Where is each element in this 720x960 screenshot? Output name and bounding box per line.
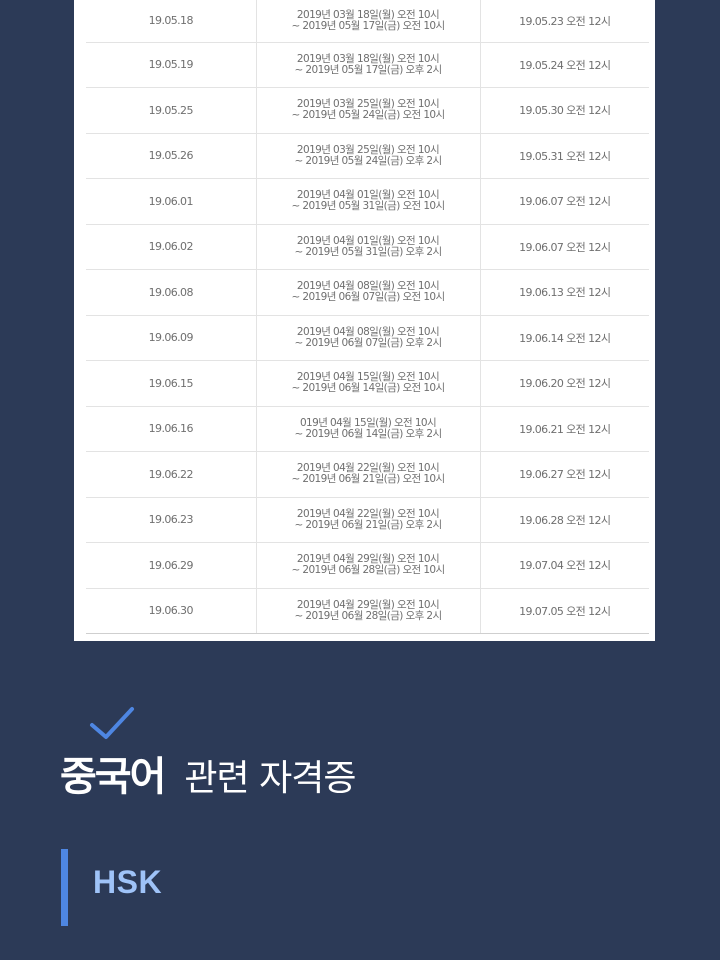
registration-period-cell: 2019년 04월 08일(월) 오전 10시 ~ 2019년 06월 07일(…: [255, 269, 481, 316]
period-end: ~ 2019년 05월 24일(금) 오전 10시: [291, 109, 445, 122]
subsection-title: HSK: [93, 864, 163, 900]
registration-period-cell: 2019년 04월 01일(월) 오전 10시 ~ 2019년 05월 31일(…: [255, 224, 481, 270]
registration-period-cell: 2019년 03월 25일(월) 오전 10시 ~ 2019년 05월 24일(…: [255, 133, 481, 179]
test-date-cell: 19.06.01: [86, 178, 256, 225]
result-date-cell: 19.05.31 오전 12시: [480, 133, 649, 179]
period-start: 2019년 03월 25일(월) 오전 10시: [296, 143, 440, 156]
test-date-cell: 19.06.15: [86, 360, 256, 407]
period-start: 2019년 04월 29일(월) 오전 10시: [296, 553, 440, 566]
test-date-cell: 19.06.16: [86, 406, 256, 452]
period-end: ~ 2019년 06월 28일(금) 오후 2시: [294, 609, 442, 622]
registration-period-cell: 2019년 04월 08일(월) 오전 10시 ~ 2019년 06월 07일(…: [255, 315, 481, 361]
period-end: ~ 2019년 06월 07일(금) 오전 10시: [291, 291, 445, 304]
table-row: 19.05.25 2019년 03월 25일(월) 오전 10시 ~ 2019년…: [86, 87, 649, 134]
table-row: 19.06.09 2019년 04월 08일(월) 오전 10시 ~ 2019년…: [86, 315, 649, 361]
period-end: ~ 2019년 05월 31일(금) 오후 2시: [294, 245, 442, 258]
registration-period-cell: 2019년 04월 22일(월) 오전 10시 ~ 2019년 06월 21일(…: [255, 451, 481, 498]
result-date-cell: 19.06.20 오전 12시: [480, 360, 649, 407]
table-row: 19.06.29 2019년 04월 29일(월) 오전 10시 ~ 2019년…: [86, 542, 649, 589]
period-start: 2019년 03월 18일(월) 오전 10시: [296, 8, 440, 21]
registration-period-cell: 2019년 04월 15일(월) 오전 10시 ~ 2019년 06월 14일(…: [255, 360, 481, 407]
result-date-cell: 19.06.21 오전 12시: [480, 406, 649, 452]
result-date-cell: 19.06.07 오전 12시: [480, 178, 649, 225]
test-date-cell: 19.06.08: [86, 269, 256, 316]
test-date-cell: 19.05.25: [86, 87, 256, 134]
period-start: 2019년 04월 08일(월) 오전 10시: [296, 280, 440, 293]
period-start: 2019년 04월 22일(월) 오전 10시: [296, 462, 440, 475]
result-date-cell: 19.07.04 오전 12시: [480, 542, 649, 589]
result-date-cell: 19.06.07 오전 12시: [480, 224, 649, 270]
result-date-cell: 19.06.27 오전 12시: [480, 451, 649, 498]
schedule-table-body: 19.05.18 2019년 03월 18일(월) 오전 10시 ~ 2019년…: [86, 0, 649, 634]
test-date-cell: 19.06.02: [86, 224, 256, 270]
registration-period-cell: 2019년 03월 25일(월) 오전 10시 ~ 2019년 05월 24일(…: [255, 87, 481, 134]
schedule-table-card: 19.05.18 2019년 03월 18일(월) 오전 10시 ~ 2019년…: [74, 0, 655, 641]
result-date-cell: 19.06.14 오전 12시: [480, 315, 649, 361]
test-date-cell: 19.06.22: [86, 451, 256, 498]
accent-bar: [61, 849, 68, 926]
test-date-cell: 19.06.30: [86, 588, 256, 634]
test-date-cell: 19.06.09: [86, 315, 256, 361]
table-row: 19.05.19 2019년 03월 18일(월) 오전 10시 ~ 2019년…: [86, 42, 649, 88]
test-date-cell: 19.05.26: [86, 133, 256, 179]
table-row: 19.06.22 2019년 04월 22일(월) 오전 10시 ~ 2019년…: [86, 451, 649, 498]
period-end: ~ 2019년 05월 31일(금) 오전 10시: [291, 200, 445, 213]
period-end: ~ 2019년 05월 24일(금) 오후 2시: [294, 154, 442, 167]
period-end: ~ 2019년 06월 28일(금) 오전 10시: [291, 564, 445, 577]
test-date-cell: 19.05.18: [86, 0, 256, 43]
result-date-cell: 19.06.13 오전 12시: [480, 269, 649, 316]
period-end: ~ 2019년 06월 14일(금) 오후 2시: [294, 427, 442, 440]
period-end: ~ 2019년 06월 21일(금) 오전 10시: [291, 473, 445, 486]
table-row: 19.06.08 2019년 04월 08일(월) 오전 10시 ~ 2019년…: [86, 269, 649, 316]
period-start: 2019년 04월 01일(월) 오전 10시: [296, 234, 440, 247]
test-date-cell: 19.06.29: [86, 542, 256, 589]
registration-period-cell: 2019년 04월 22일(월) 오전 10시 ~ 2019년 06월 21일(…: [255, 497, 481, 543]
period-end: ~ 2019년 06월 21일(금) 오후 2시: [294, 518, 442, 531]
result-date-cell: 19.05.23 오전 12시: [480, 0, 649, 43]
test-date-cell: 19.05.19: [86, 42, 256, 88]
table-row: 19.06.02 2019년 04월 01일(월) 오전 10시 ~ 2019년…: [86, 224, 649, 270]
table-row: 19.06.30 2019년 04월 29일(월) 오전 10시 ~ 2019년…: [86, 588, 649, 634]
period-start: 2019년 03월 18일(월) 오전 10시: [296, 52, 440, 65]
registration-period-cell: 2019년 03월 18일(월) 오전 10시 ~ 2019년 05월 17일(…: [255, 0, 481, 43]
table-row: 19.06.16 019년 04월 15일(월) 오전 10시 ~ 2019년 …: [86, 406, 649, 452]
section-title-bold: 중국어: [60, 754, 166, 800]
period-end: ~ 2019년 06월 07일(금) 오후 2시: [294, 336, 442, 349]
period-start: 2019년 04월 29일(월) 오전 10시: [296, 598, 440, 611]
table-row: 19.06.01 2019년 04월 01일(월) 오전 10시 ~ 2019년…: [86, 178, 649, 225]
period-start: 019년 04월 15일(월) 오전 10시: [299, 416, 437, 429]
period-start: 2019년 04월 15일(월) 오전 10시: [296, 371, 440, 384]
period-start: 2019년 04월 01일(월) 오전 10시: [296, 189, 440, 202]
check-icon: [90, 707, 134, 739]
period-start: 2019년 04월 22일(월) 오전 10시: [296, 507, 440, 520]
section-title-light: 관련 자격증: [184, 758, 356, 799]
result-date-cell: 19.07.05 오전 12시: [480, 588, 649, 634]
period-end: ~ 2019년 05월 17일(금) 오후 2시: [294, 63, 442, 76]
result-date-cell: 19.05.24 오전 12시: [480, 42, 649, 88]
table-row: 19.05.18 2019년 03월 18일(월) 오전 10시 ~ 2019년…: [86, 0, 649, 43]
table-row: 19.06.15 2019년 04월 15일(월) 오전 10시 ~ 2019년…: [86, 360, 649, 407]
registration-period-cell: 2019년 03월 18일(월) 오전 10시 ~ 2019년 05월 17일(…: [255, 42, 481, 88]
period-start: 2019년 04월 08일(월) 오전 10시: [296, 325, 440, 338]
section-heading: 중국어 관련 자격증: [60, 707, 356, 804]
result-date-cell: 19.06.28 오전 12시: [480, 497, 649, 543]
table-row: 19.06.23 2019년 04월 22일(월) 오전 10시 ~ 2019년…: [86, 497, 649, 543]
table-row: 19.05.26 2019년 03월 25일(월) 오전 10시 ~ 2019년…: [86, 133, 649, 179]
registration-period-cell: 2019년 04월 29일(월) 오전 10시 ~ 2019년 06월 28일(…: [255, 588, 481, 634]
exam-schedule-table: 19.05.18 2019년 03월 18일(월) 오전 10시 ~ 2019년…: [86, 0, 649, 634]
test-date-cell: 19.06.23: [86, 497, 256, 543]
period-start: 2019년 03월 25일(월) 오전 10시: [296, 98, 440, 111]
registration-period-cell: 019년 04월 15일(월) 오전 10시 ~ 2019년 06월 14일(금…: [255, 406, 481, 452]
period-end: ~ 2019년 06월 14일(금) 오전 10시: [291, 382, 445, 395]
result-date-cell: 19.05.30 오전 12시: [480, 87, 649, 134]
registration-period-cell: 2019년 04월 01일(월) 오전 10시 ~ 2019년 05월 31일(…: [255, 178, 481, 225]
period-end: ~ 2019년 05월 17일(금) 오전 10시: [291, 19, 445, 32]
registration-period-cell: 2019년 04월 29일(월) 오전 10시 ~ 2019년 06월 28일(…: [255, 542, 481, 589]
